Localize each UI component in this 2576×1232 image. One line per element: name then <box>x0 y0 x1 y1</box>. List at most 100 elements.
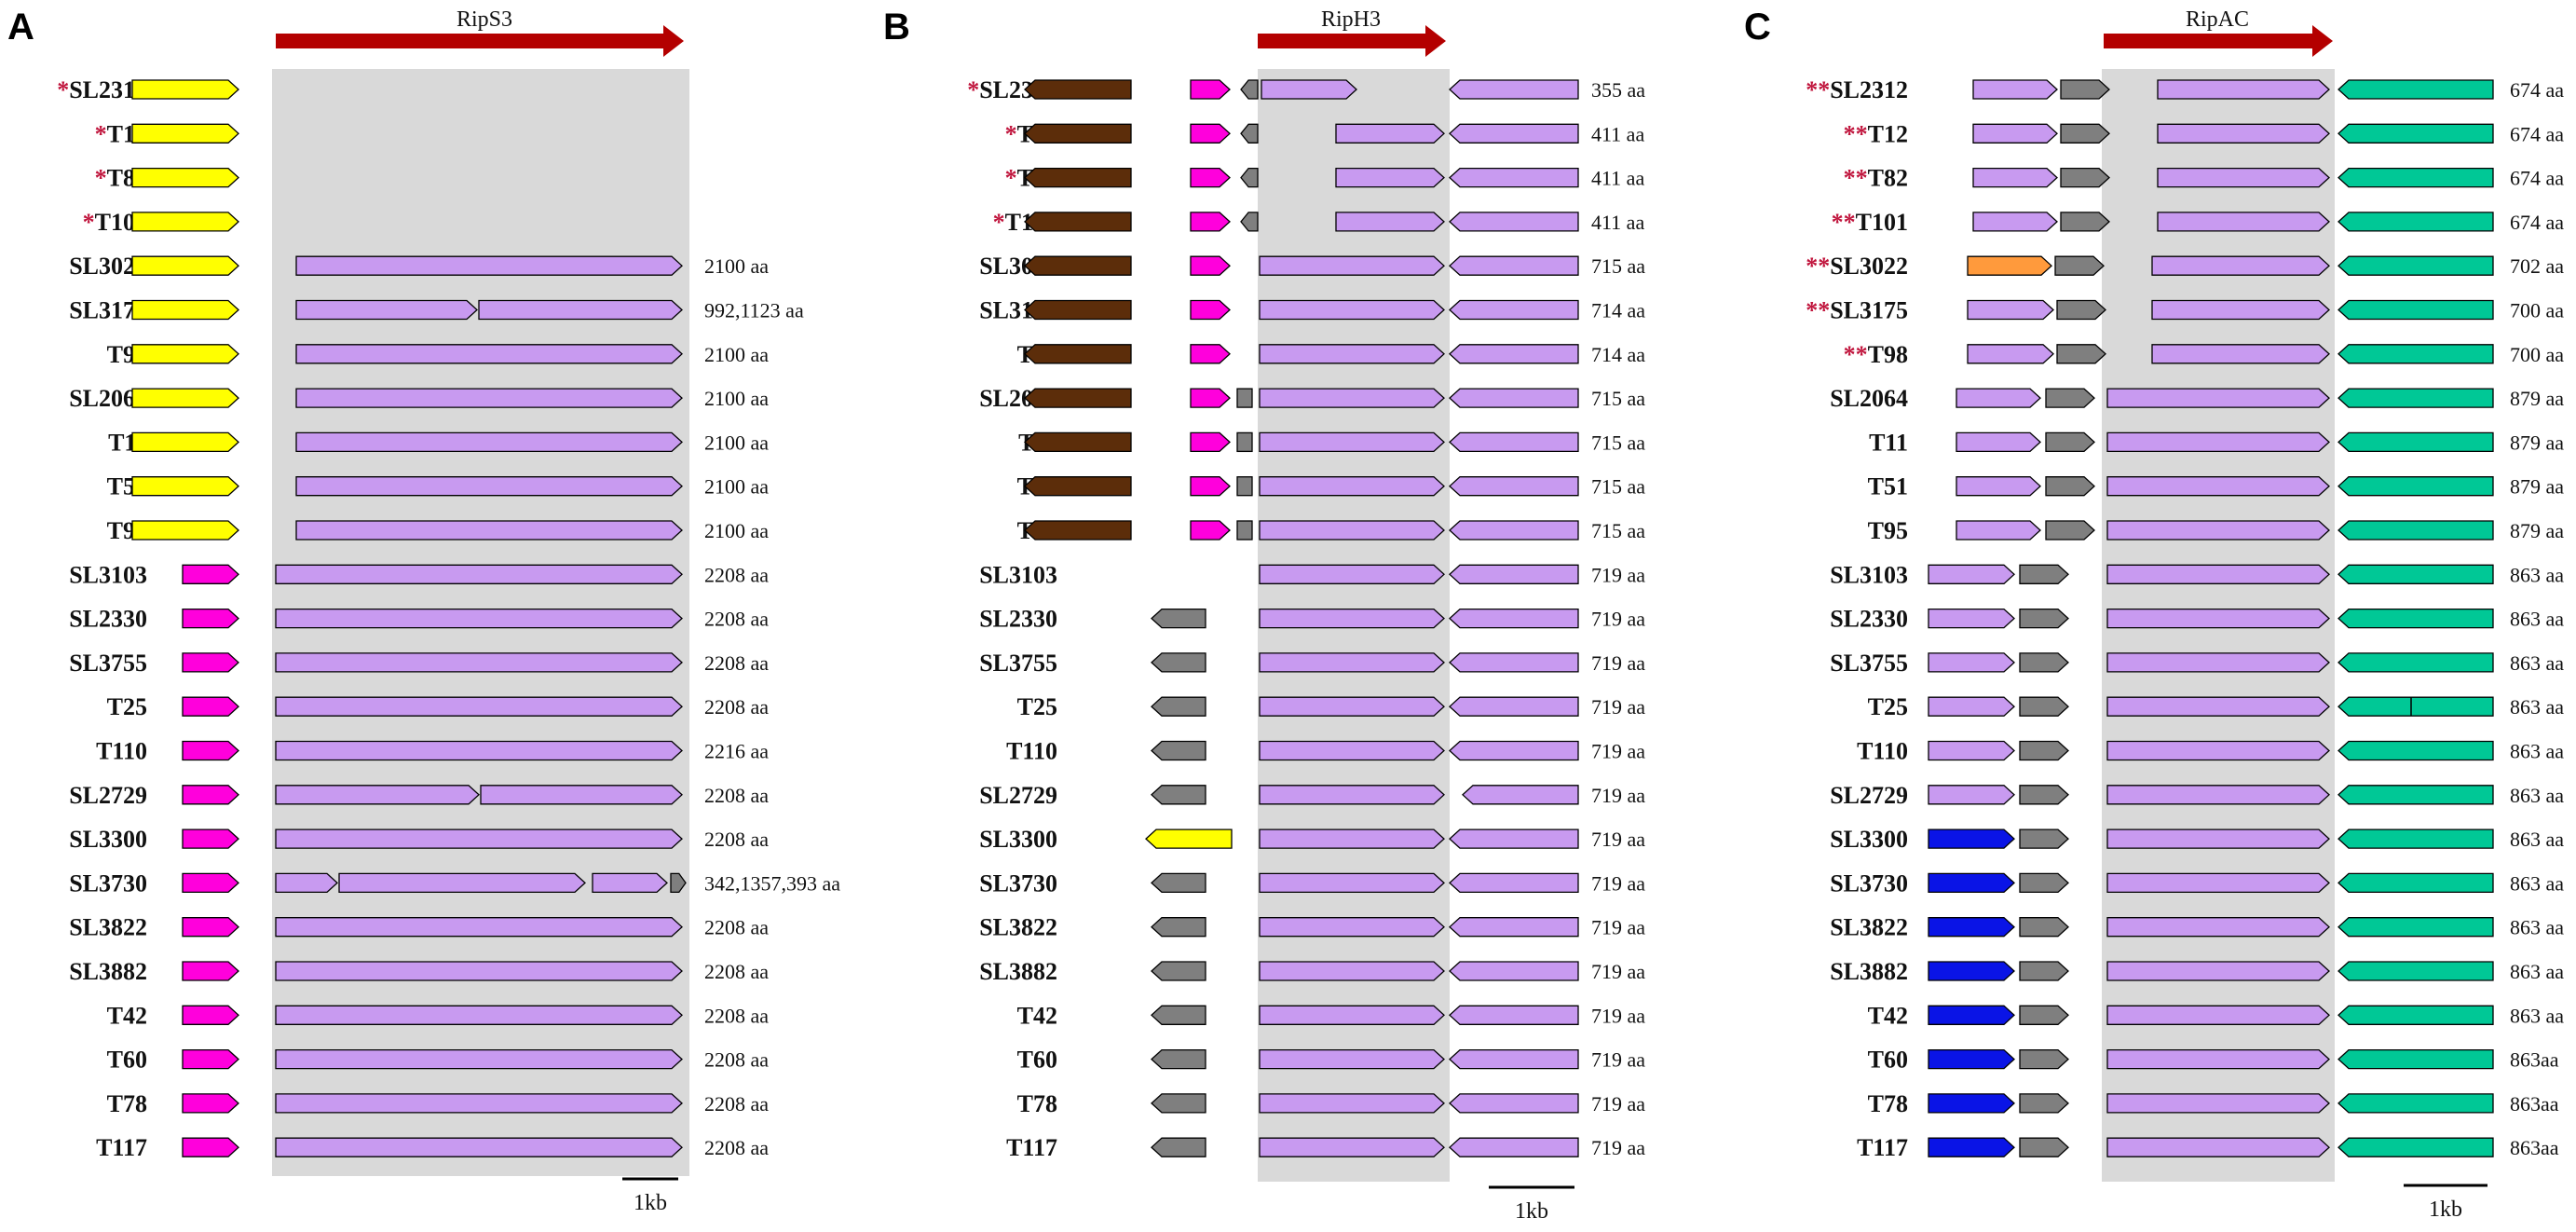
strain-name: T117 <box>1006 1134 1057 1161</box>
upstream-gene <box>1967 344 2054 364</box>
flanking-gene-purple <box>1449 212 1579 232</box>
small-gene-gray <box>2019 917 2069 938</box>
ripAC-gene <box>2157 79 2330 100</box>
aa-length-label: 715 aa <box>1591 475 1645 499</box>
upstream-gene <box>1956 476 2041 497</box>
upstream-gene-blue <box>1928 961 2015 981</box>
aa-length-label: 2208 aa <box>704 695 769 719</box>
strain-name: T25 <box>107 693 147 720</box>
aa-length-label: 674 aa <box>2510 122 2564 145</box>
ripH3-gene <box>1259 785 1445 805</box>
small-gene-gray <box>2054 255 2105 276</box>
flanking-gene-magenta <box>182 608 239 629</box>
asterisk-marker: * <box>1005 165 1017 192</box>
strain-label: SL3755 <box>979 650 1057 677</box>
strain-name: SL3730 <box>69 869 147 897</box>
aa-length-label: 879 aa <box>2510 387 2564 410</box>
flanking-gene-brown <box>1024 79 1132 100</box>
strain-label: SL3822 <box>69 914 147 941</box>
flanking-gene-purple <box>1449 917 1579 938</box>
strain-label: **SL2312 <box>1806 76 1908 103</box>
ripS3-gene <box>275 696 683 717</box>
ripH3-gene <box>1259 255 1445 276</box>
aa-length-label: 342,1357,393 aa <box>704 871 840 895</box>
flanking-gene-magenta <box>182 1005 239 1025</box>
strain-name: T110 <box>96 738 147 765</box>
flanking-gene-purple <box>1449 167 1579 188</box>
flanking-gene-purple <box>1449 344 1579 364</box>
small-gene-gray <box>2019 1093 2069 1114</box>
flanking-gene-purple <box>1449 520 1579 541</box>
upstream-gene <box>1967 299 2054 321</box>
aa-length-label: 863 aa <box>2510 828 2564 851</box>
strain-name: T12 <box>1868 120 1908 147</box>
strain-label: **T101 <box>1832 209 1908 236</box>
ripS3-gene <box>275 961 683 981</box>
strain-name: T25 <box>1017 693 1057 720</box>
small-gene-gray <box>1240 79 1259 100</box>
strain-label: T110 <box>96 738 147 765</box>
upstream-gene-blue <box>1928 1005 2015 1025</box>
upstream-gene <box>1928 785 2015 805</box>
flanking-gene-magenta <box>1190 476 1231 497</box>
strain-label: SL3882 <box>979 958 1057 985</box>
flanking-gene-magenta <box>182 917 239 938</box>
ripH3-gene <box>1259 917 1445 938</box>
ripS3-gene <box>275 608 683 629</box>
flanking-gene-magenta <box>182 961 239 981</box>
asterisk-marker: ** <box>1844 341 1868 368</box>
downstream-gene-teal <box>2337 872 2494 894</box>
flanking-gene-magenta <box>182 652 239 673</box>
strain-name: T60 <box>1017 1047 1057 1074</box>
flanking-gene-purple <box>1449 696 1579 717</box>
flanking-gene-magenta <box>1190 212 1231 232</box>
upstream-gene <box>1972 79 2058 100</box>
aa-length-label: 863 aa <box>2510 695 2564 719</box>
strain-label: SL3755 <box>69 650 147 677</box>
strain-name: T42 <box>1017 1002 1057 1029</box>
ripS3-gene <box>275 740 683 761</box>
strain-label: SL2330 <box>1830 606 1908 633</box>
flanking-gene-purple <box>1449 872 1579 894</box>
strain-label: SL3103 <box>69 561 147 588</box>
aa-length-label: 2208 aa <box>704 651 769 675</box>
flanking-gene-yellow <box>131 79 239 100</box>
upstream-gene <box>1972 212 2058 232</box>
ripAC-gene <box>2106 564 2330 584</box>
strain-label: **T82 <box>1844 165 1908 192</box>
strain-name: SL3882 <box>69 958 147 985</box>
asterisk-marker: ** <box>1806 253 1830 280</box>
strain-label: SL3103 <box>979 561 1057 588</box>
gene-direction-arrow-RipAC <box>2104 25 2333 57</box>
strain-label: T25 <box>1868 693 1908 720</box>
aa-length-label: 411 aa <box>1591 211 1644 234</box>
aa-length-label: 714 aa <box>1591 343 1645 366</box>
upstream-gene-blue <box>1928 1137 2015 1157</box>
strain-label: T117 <box>1857 1134 1908 1161</box>
flanking-gene-yellow <box>131 431 239 453</box>
small-gene-gray <box>2056 344 2106 364</box>
flanking-gene-gray <box>1151 961 1206 981</box>
flanking-gene-magenta <box>1190 388 1231 408</box>
flanking-gene-purple <box>1449 431 1579 453</box>
strain-name: SL2729 <box>69 782 147 809</box>
aa-length-label: 719 aa <box>1591 740 1645 763</box>
ripS3-gene <box>295 520 683 541</box>
downstream-gene-teal <box>2337 167 2494 188</box>
downstream-gene-teal <box>2337 1137 2494 1157</box>
strain-name: SL3300 <box>69 826 147 853</box>
ripH3-gene-truncated <box>1335 167 1445 188</box>
panel-letter-A: A <box>7 7 34 48</box>
flanking-gene-yellow <box>131 476 239 497</box>
ripH3-gene-truncated <box>1335 123 1445 144</box>
strain-name: SL3755 <box>69 650 147 677</box>
ripAC-gene <box>2106 917 2330 938</box>
ripAC-gene <box>2106 652 2330 673</box>
ripS3-gene-fragment <box>478 299 683 321</box>
aa-length-label: 719 aa <box>1591 871 1645 895</box>
small-gene-gray <box>2019 608 2069 629</box>
flanking-gene-magenta <box>182 564 239 584</box>
ripH3-gene <box>1259 740 1445 761</box>
upstream-gene <box>1972 167 2058 188</box>
